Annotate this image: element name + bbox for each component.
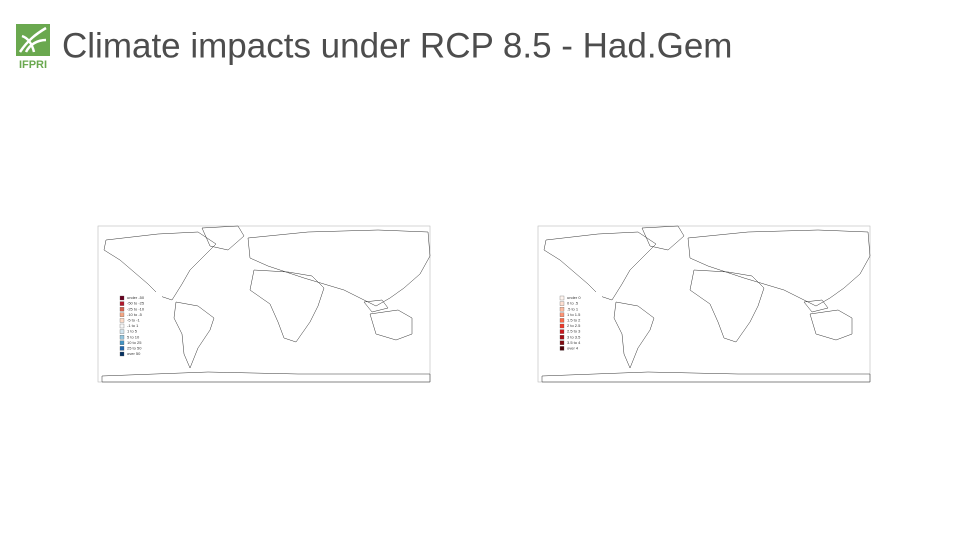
legend-swatch [119, 295, 125, 301]
logo: IFPRI [16, 24, 50, 71]
legend-label: 3 to 3.5 [567, 334, 581, 339]
legend-swatch [119, 329, 125, 334]
legend-label: over 4 [567, 345, 579, 350]
legend-label: 25 to 50 [127, 345, 142, 350]
legend-swatch [119, 323, 125, 329]
legend-label: -50 to -25 [127, 301, 145, 306]
legend-swatch [119, 318, 125, 323]
legend-swatch [119, 346, 125, 351]
legend-label: 5 to 10 [127, 334, 140, 339]
legend-label: -5 to -1 [127, 317, 140, 322]
legend-label: -10 to -5 [127, 312, 143, 317]
logo-text: IFPRI [19, 59, 47, 71]
map-temperature: under 00 to .5.5 to 11 to 1.51.5 to 22 t… [537, 225, 871, 383]
legend-label: 2.5 to 3 [567, 329, 581, 334]
legend-label: 10 to 25 [127, 340, 142, 345]
legend-swatch [559, 295, 565, 301]
legend-swatch [559, 312, 565, 317]
legend-label: 1.5 to 2 [567, 317, 581, 322]
legend-swatch [559, 329, 565, 334]
legend-swatch [559, 301, 565, 306]
legend-swatch [119, 340, 125, 345]
legend-swatch [559, 323, 565, 329]
legend-label: 2 to 2.5 [567, 323, 581, 328]
map-legend: under 00 to .5.5 to 11 to 1.51.5 to 22 t… [556, 292, 602, 354]
legend-swatch [559, 335, 565, 340]
legend-swatch [119, 301, 125, 306]
logo-leaves [18, 26, 47, 53]
legend-label: 1 to 1.5 [567, 312, 581, 317]
legend-label: 3.5 to 4 [567, 340, 581, 345]
legend-label: under -50 [127, 295, 145, 300]
legend-swatch [559, 318, 565, 323]
map-legend: under -50-50 to -25-25 to -10-10 to -5-5… [116, 292, 162, 360]
legend-label: over 50 [127, 351, 141, 356]
legend-swatch [559, 340, 565, 345]
legend-swatch [559, 346, 565, 351]
legend-swatch [119, 307, 125, 312]
legend-swatch [119, 335, 125, 340]
legend-swatch [119, 312, 125, 317]
map-precipitation: under -50-50 to -25-25 to -10-10 to -5-5… [97, 225, 431, 383]
slide-title: Climate impacts under RCP 8.5 - Had.Gem [62, 26, 732, 65]
legend-label: -25 to -10 [127, 306, 145, 311]
legend-swatch [559, 307, 565, 312]
legend-label: under 0 [567, 295, 581, 300]
legend-label: -1 to 1 [127, 323, 139, 328]
legend-label: .5 to 1 [567, 306, 579, 311]
legend-swatch [119, 351, 125, 357]
legend-label: 0 to .5 [567, 301, 579, 306]
legend-label: 1 to 5 [127, 329, 138, 334]
